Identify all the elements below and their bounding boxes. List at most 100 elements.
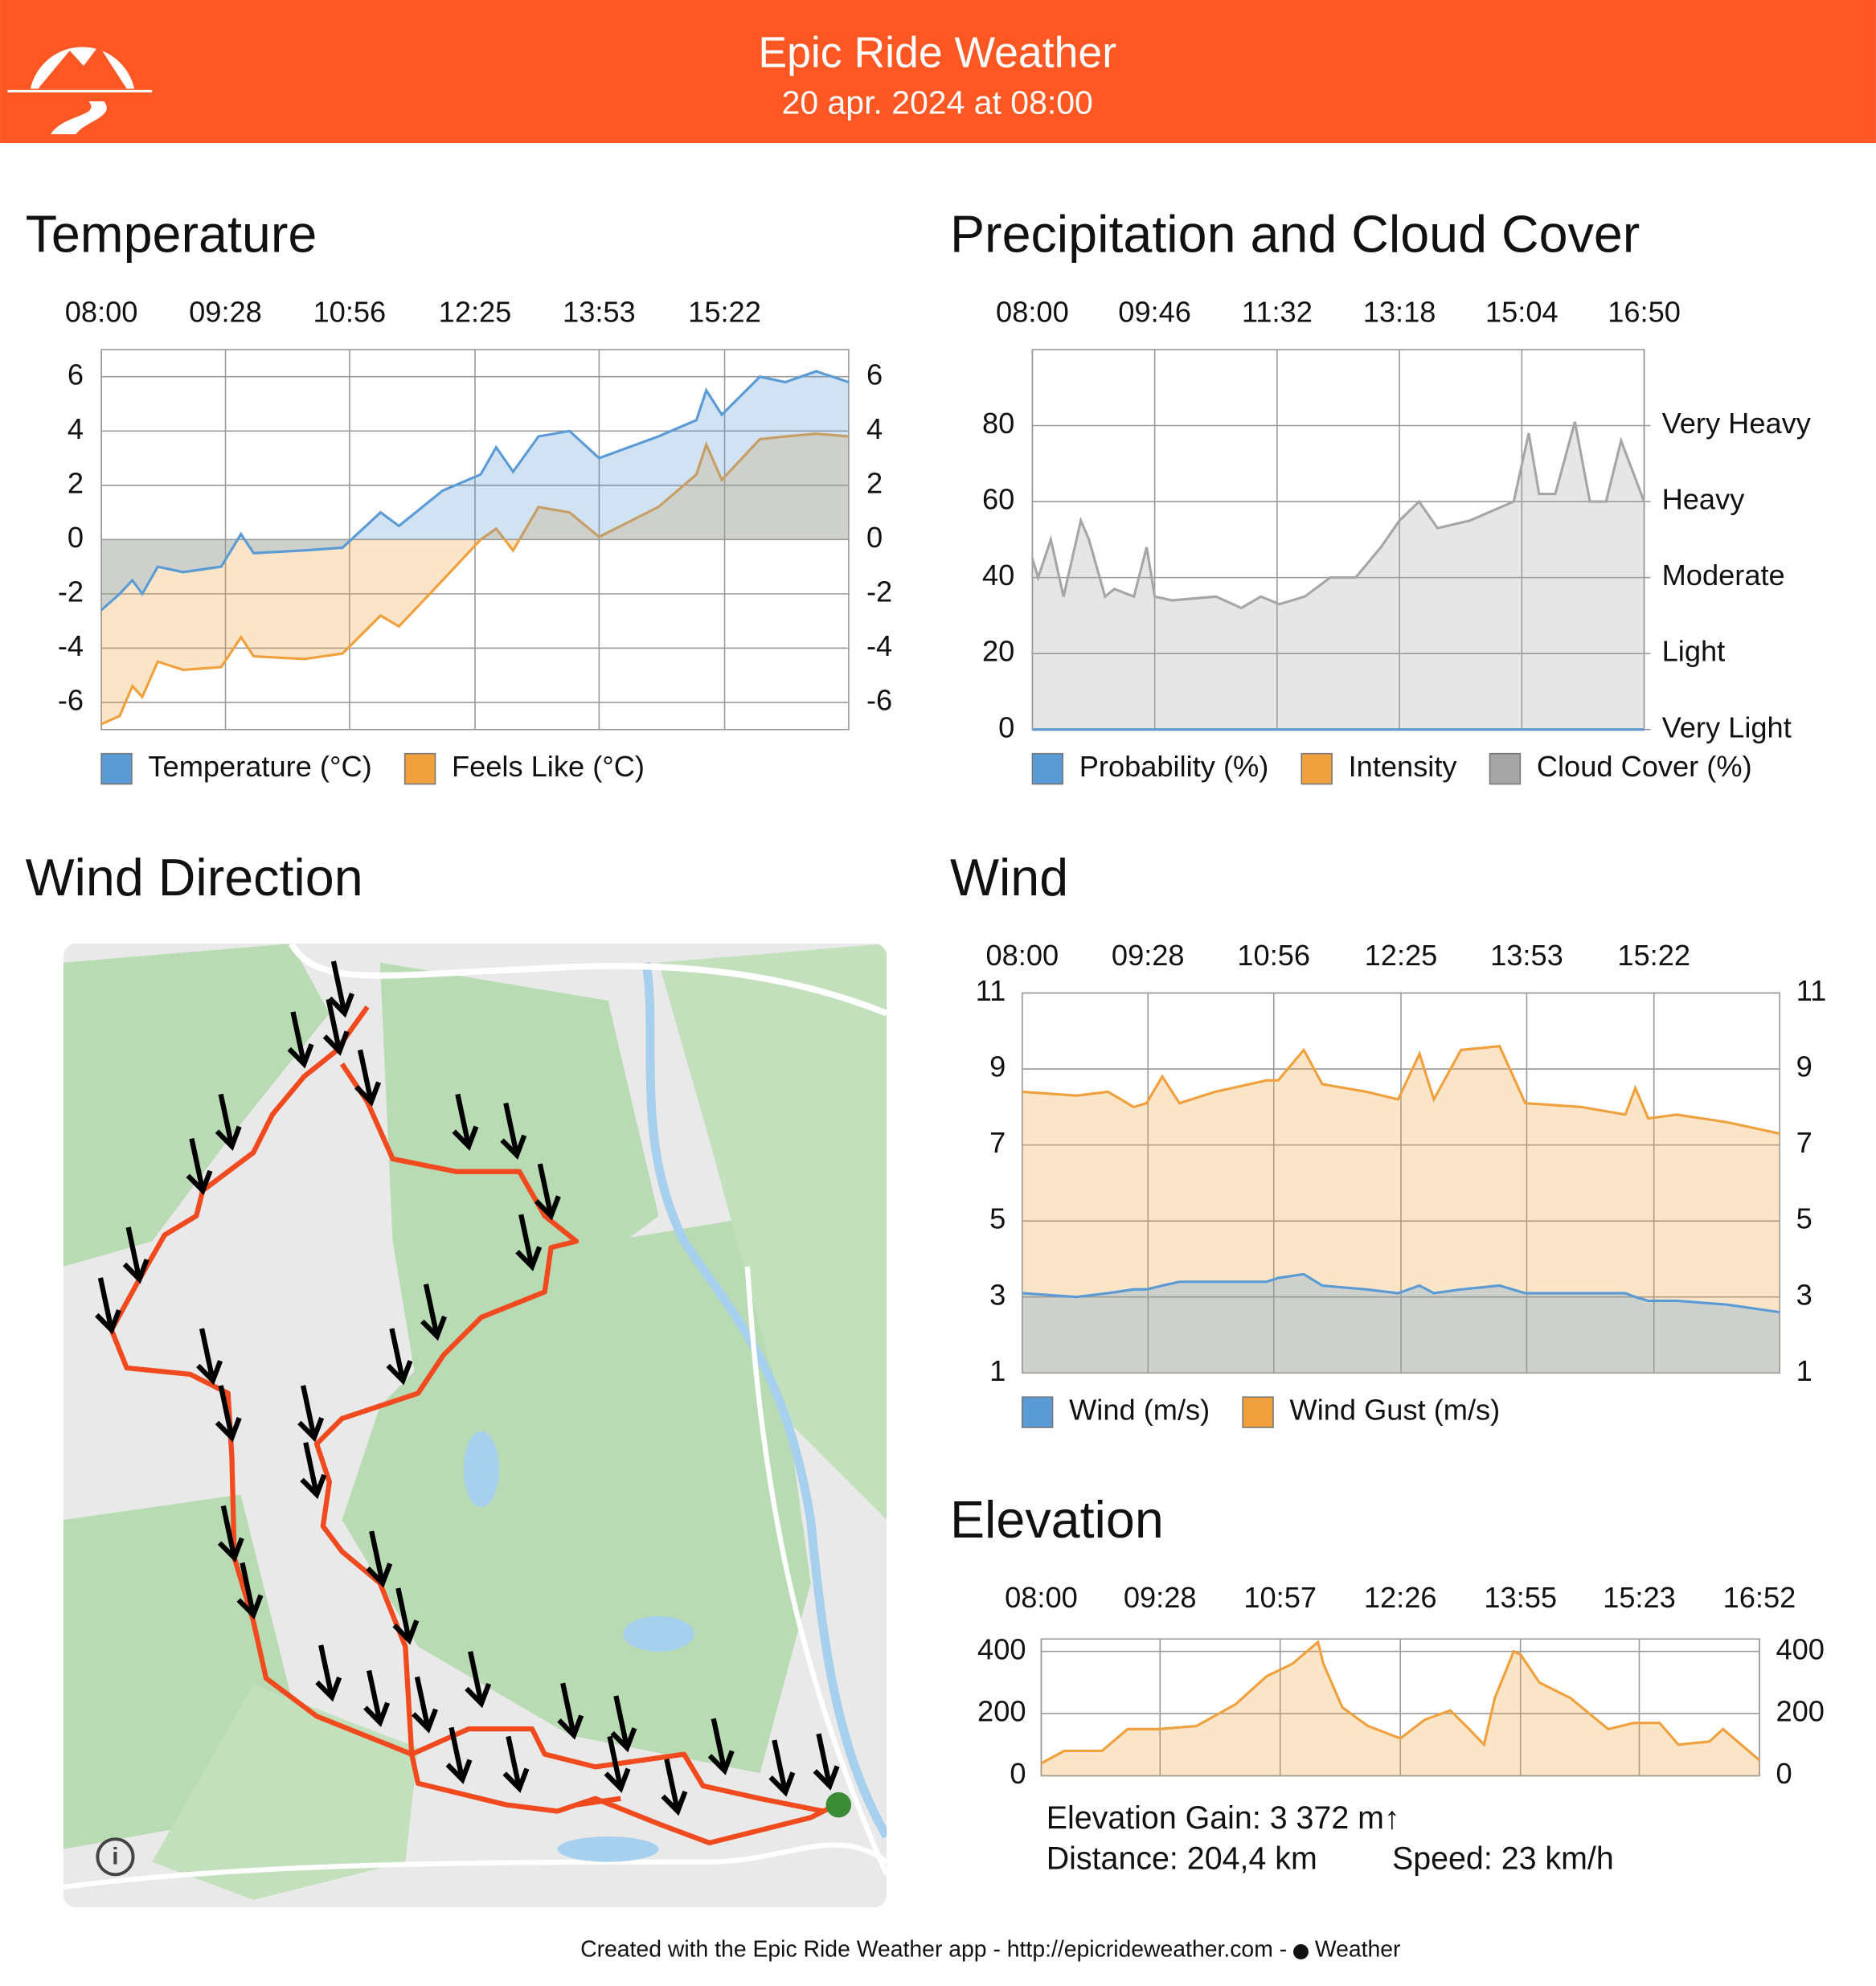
x-tick-label: 13:18	[1363, 295, 1436, 328]
elevation-gain: Elevation Gain: 3 372 m↑	[1047, 1800, 1400, 1836]
logo	[7, 45, 153, 135]
x-tick-label: 10:56	[1237, 939, 1310, 972]
y-tick-label: 5	[989, 1202, 1006, 1235]
y-tick-label: 60	[982, 483, 1014, 516]
legend-label: Feels Like (°C)	[452, 750, 645, 783]
app-title: Epic Ride Weather	[758, 28, 1116, 76]
legend-label: Wind Gust (m/s)	[1290, 1394, 1501, 1427]
y-tick-label: 0	[998, 710, 1014, 743]
y-tick-label-right: 4	[866, 412, 883, 445]
svg-text:i: i	[112, 1844, 118, 1870]
x-tick-label: 10:57	[1243, 1581, 1317, 1614]
y2-tick-label: Moderate	[1662, 559, 1785, 592]
series-line	[1022, 1272, 1780, 1314]
y-tick-label: 9	[989, 1050, 1006, 1083]
y2-tick-label: Very Heavy	[1662, 407, 1812, 440]
x-tick-label: 08:00	[996, 295, 1069, 328]
y-tick-label-right: 0	[1776, 1757, 1792, 1790]
y2-tick-label: Light	[1662, 635, 1726, 668]
y-tick-label: 6	[68, 358, 84, 391]
y-tick-label: 80	[982, 407, 1014, 440]
legend-label: Intensity	[1349, 750, 1458, 783]
x-tick-label: 15:23	[1603, 1581, 1676, 1614]
x-tick-label: 16:52	[1723, 1581, 1796, 1614]
y-tick-label-right: 11	[1796, 974, 1827, 1007]
x-tick-label: 15:04	[1485, 295, 1559, 328]
y-tick-label-right: 2	[866, 466, 883, 499]
y-tick-label: 400	[977, 1632, 1026, 1665]
info-icon[interactable]	[96, 1837, 135, 1877]
y-tick-label: 0	[68, 521, 84, 554]
series-area	[1022, 1274, 1780, 1374]
x-tick-label: 11:32	[1242, 295, 1313, 328]
x-tick-label: 10:56	[313, 295, 387, 328]
legend-swatch	[403, 752, 436, 785]
distance: Distance: 204,4 km	[1047, 1841, 1317, 1876]
x-tick-label: 12:25	[1365, 939, 1438, 972]
series-line	[100, 432, 850, 726]
legend-label: Temperature (°C)	[148, 750, 371, 783]
apple-icon	[1293, 1943, 1309, 1959]
y2-tick-label: Very Light	[1662, 710, 1792, 743]
y-tick-label-right: 0	[866, 521, 883, 554]
y-tick-label-right: 9	[1796, 1050, 1813, 1083]
series-area	[101, 433, 849, 724]
y-tick-label: 2	[68, 466, 84, 499]
series-area	[1022, 1046, 1780, 1374]
map: i	[63, 944, 887, 1908]
y-tick-label: 40	[982, 559, 1014, 592]
series-line	[100, 370, 850, 612]
y-tick-label: -6	[58, 684, 84, 717]
y-tick-label: 0	[1010, 1757, 1026, 1790]
y-tick-label-right: -6	[866, 684, 892, 717]
x-tick-label: 13:53	[563, 295, 636, 328]
x-tick-label: 09:46	[1118, 295, 1191, 328]
y-tick-label: -4	[58, 629, 84, 662]
legend-swatch	[1022, 1396, 1054, 1428]
footer-source: Weather	[1315, 1936, 1401, 1962]
x-tick-label: 12:25	[439, 295, 512, 328]
y-tick-label-right: 5	[1796, 1202, 1813, 1235]
y-tick-label: 4	[68, 412, 84, 445]
legend-label: Probability (%)	[1079, 750, 1269, 783]
x-tick-label: 12:26	[1364, 1581, 1437, 1614]
x-tick-label: 15:22	[1617, 939, 1690, 972]
y-tick-label: -2	[58, 575, 84, 608]
legend-label: Wind (m/s)	[1069, 1394, 1210, 1427]
plot-frame	[1031, 349, 1645, 731]
x-tick-label: 13:55	[1484, 1581, 1557, 1614]
y2-tick-label: Heavy	[1662, 483, 1746, 516]
legend-label: Cloud Cover (%)	[1537, 750, 1752, 783]
legend-swatch	[100, 752, 133, 785]
x-tick-label: 09:28	[1124, 1581, 1197, 1614]
series-line	[1040, 1640, 1760, 1765]
map-title: Wind Direction	[26, 849, 363, 907]
y-tick-label-right: 1	[1796, 1354, 1813, 1387]
y-tick-label: 20	[982, 635, 1014, 668]
footer-text: Created with the Epic Ride Weather app -…	[580, 1936, 1287, 1962]
y-tick-label-right: 200	[1776, 1695, 1824, 1728]
series-line	[1022, 1045, 1780, 1135]
series-line	[1030, 421, 1646, 610]
x-tick-label: 15:22	[688, 295, 761, 328]
y-tick-label-right: 400	[1776, 1632, 1824, 1665]
date-subtitle: 20 apr. 2024 at 08:00	[782, 84, 1093, 121]
y-tick-label: 11	[976, 974, 1006, 1007]
chart-title: Elevation	[950, 1491, 1164, 1549]
x-tick-label: 13:53	[1490, 939, 1563, 972]
legend-swatch	[1242, 1396, 1274, 1428]
y-tick-label-right: 3	[1796, 1278, 1813, 1311]
y-tick-label: 7	[989, 1126, 1006, 1159]
header-bar	[0, 0, 1876, 144]
legend-swatch	[1301, 752, 1333, 785]
series-area	[1041, 1642, 1759, 1776]
speed: Speed: 23 km/h	[1392, 1841, 1614, 1876]
y-tick-label: 200	[977, 1695, 1026, 1728]
x-tick-label: 09:28	[189, 295, 262, 328]
y-tick-label-right: 6	[866, 358, 883, 391]
y-tick-label-right: -4	[866, 629, 892, 662]
chart-title: Precipitation and Cloud Cover	[950, 205, 1640, 263]
series-area	[1032, 421, 1645, 730]
x-tick-label: 16:50	[1608, 295, 1681, 328]
